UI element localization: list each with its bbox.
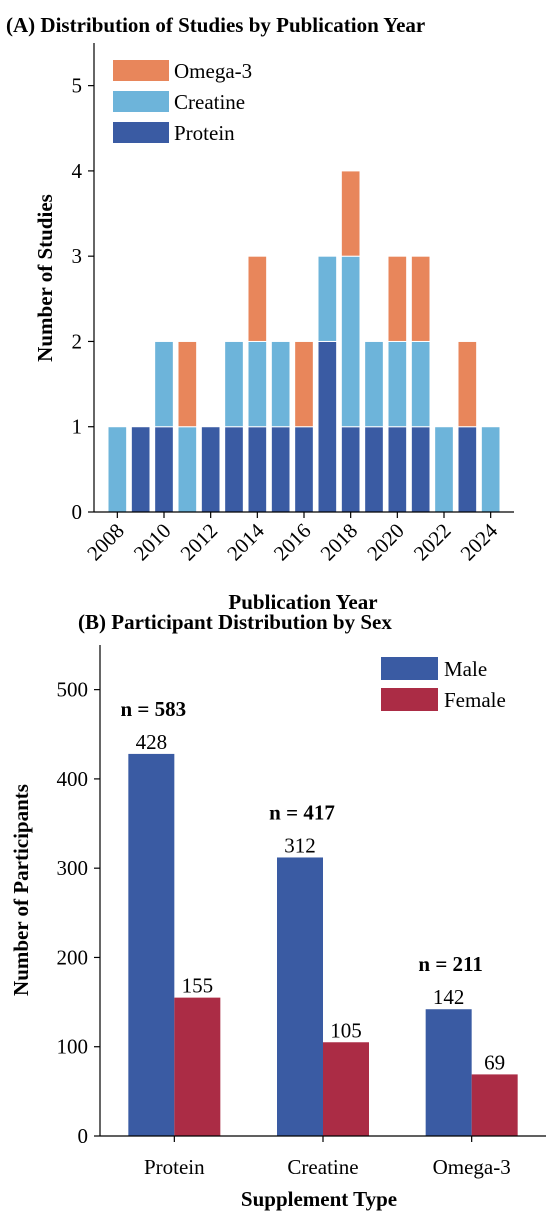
panel-a-legend: Omega-3 Creatine Protein: [113, 59, 252, 145]
total-label: n = 583: [121, 697, 187, 721]
bar-omega-3-2018: [340, 170, 361, 257]
legend-label-omega-3: Omega-3: [174, 59, 252, 83]
legend-swatch-omega-3: [113, 60, 169, 81]
bar-protein-2014: [247, 426, 268, 513]
panel-b-x-ticks: Protein Creatine Omega-3: [144, 1136, 511, 1179]
bar-creatine-2018: [340, 255, 361, 428]
bar-protein-2013: [224, 426, 244, 513]
bar-omega-3-2016: [294, 340, 314, 428]
x-tick-label: 2016: [269, 519, 316, 566]
bar-protein-2017: [317, 340, 338, 513]
x-tick-label: 2020: [362, 519, 409, 566]
bar-protein-2015: [270, 426, 291, 513]
bar-creatine-2017: [317, 255, 338, 342]
y-tick-label: 300: [57, 856, 89, 880]
legend-label-male: Male: [444, 657, 487, 681]
panel-a-y-label: Number of Studies: [33, 194, 57, 362]
bar-creatine-2014: [247, 340, 268, 428]
y-tick-label: 2: [72, 329, 83, 353]
y-tick-label: 500: [57, 678, 89, 702]
panel-a-x-label: Publication Year: [228, 590, 377, 614]
bar-male-creatine: [277, 857, 323, 1136]
y-tick-label: 0: [78, 1124, 89, 1148]
bar-creatine-2021: [410, 340, 431, 428]
y-tick-label: 200: [57, 945, 89, 969]
total-label: n = 417: [269, 800, 335, 824]
data-label-male: 428: [136, 730, 168, 754]
panel-b-x-label: Supplement Type: [241, 1187, 397, 1211]
bar-creatine-2024: [480, 426, 501, 513]
legend-label-female: Female: [444, 688, 506, 712]
bar-male-protein: [128, 753, 175, 1136]
panel-a-x-ticks: 2008 2010 2012 2014 2016 2018 2020 2022 2024: [82, 512, 503, 566]
x-tick-label: Protein: [144, 1155, 205, 1179]
x-tick-label: 2010: [129, 519, 176, 566]
data-label-male: 312: [284, 833, 316, 857]
data-label-male: 142: [433, 985, 465, 1009]
bar-creatine-2015: [270, 340, 291, 428]
bar-creatine-2020: [387, 340, 408, 428]
bar-protein-2018: [340, 426, 361, 513]
panel-a-bars: [107, 170, 501, 513]
bar-protein-2016: [294, 426, 314, 513]
bar-omega-3-2021: [410, 255, 431, 342]
data-label-female: 69: [484, 1050, 505, 1074]
bar-protein-2023: [457, 426, 478, 513]
x-tick-label: 2012: [176, 519, 223, 566]
total-label: n = 211: [418, 952, 483, 976]
bar-creatine-2022: [434, 426, 454, 513]
data-label-female: 155: [182, 974, 214, 998]
y-tick-label: 0: [72, 500, 83, 524]
bar-creatine-2019: [364, 340, 384, 428]
y-tick-label: 5: [72, 74, 83, 98]
bar-creatine-2008: [107, 426, 128, 513]
bar-creatine-2013: [224, 340, 244, 428]
data-label-female: 105: [330, 1018, 362, 1042]
y-tick-label: 100: [57, 1035, 89, 1059]
x-tick-label: Omega-3: [433, 1155, 511, 1179]
bar-omega-3-2011: [177, 340, 198, 428]
x-tick-label: 2018: [316, 519, 363, 566]
panel-b-bars: 428 155 n = 583 312 105 n = 417 142 69 n = 211: [121, 697, 518, 1136]
y-tick-label: 3: [72, 244, 83, 268]
legend-swatch-male: [381, 657, 438, 680]
bar-protein-2020: [387, 426, 408, 513]
legend-label-protein: Protein: [174, 121, 235, 145]
panel-a: (A) Distribution of Studies by Publicati…: [6, 13, 514, 614]
bar-female-creatine: [323, 1042, 369, 1136]
bar-protein-2009: [130, 426, 151, 513]
y-tick-label: 1: [72, 415, 83, 439]
bar-creatine-2010: [154, 340, 174, 428]
bar-protein-2021: [410, 426, 431, 513]
x-tick-label: Creatine: [287, 1155, 358, 1179]
panel-b: (B) Participant Distribution by Sex 428 1…: [9, 610, 546, 1211]
panel-a-title: (A) Distribution of Studies by Publicati…: [6, 13, 425, 37]
y-tick-label: 4: [72, 159, 83, 183]
x-tick-label: 2022: [409, 519, 456, 566]
bar-protein-2010: [154, 426, 174, 513]
bar-protein-2012: [200, 426, 221, 513]
x-tick-label: 2008: [82, 519, 129, 566]
panel-b-title: (B) Participant Distribution by Sex: [78, 610, 392, 634]
legend-swatch-creatine: [113, 91, 169, 112]
bar-female-omega-3: [471, 1074, 518, 1136]
x-tick-label: 2014: [222, 518, 269, 565]
panel-b-y-ticks: 0 100 200 300 400 500: [57, 678, 100, 1148]
bar-omega-3-2020: [387, 255, 408, 342]
bar-creatine-2011: [177, 426, 198, 513]
panel-b-legend: Male Female: [381, 657, 506, 712]
x-tick-label: 2024: [456, 518, 503, 565]
bar-female-protein: [174, 997, 221, 1136]
y-tick-label: 400: [57, 767, 89, 791]
panel-b-y-label: Number of Participants: [9, 784, 33, 996]
legend-swatch-protein: [113, 122, 169, 143]
legend-label-creatine: Creatine: [174, 90, 245, 114]
bar-protein-2019: [364, 426, 384, 513]
legend-swatch-female: [381, 688, 438, 711]
bar-omega-3-2014: [247, 255, 268, 342]
bar-male-omega-3: [425, 1009, 472, 1136]
panel-a-y-ticks: 0 1 2 3 4 5: [72, 74, 94, 524]
bar-omega-3-2023: [457, 340, 478, 428]
